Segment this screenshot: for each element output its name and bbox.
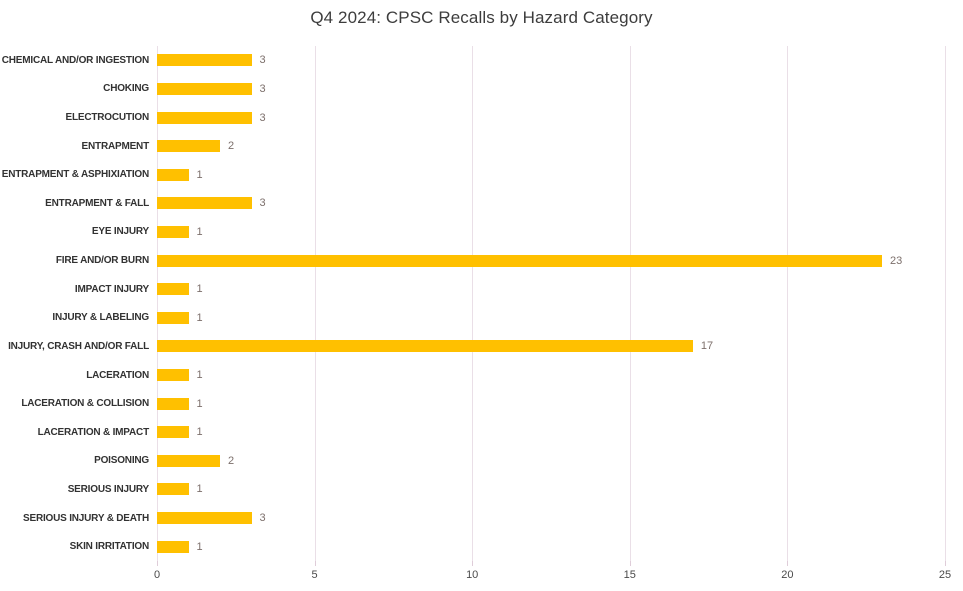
bar	[157, 483, 189, 496]
bar	[157, 82, 252, 95]
bar-rows: CHEMICAL AND/OR INGESTION 3 CHOKING 3 ELECTR…	[0, 46, 963, 561]
category-label: SERIOUS INJURY	[67, 483, 149, 495]
bar-row: INJURY, CRASH AND/OR FALL 17	[0, 332, 963, 361]
tick-mark	[629, 561, 631, 566]
bar-row: SERIOUS INJURY 1	[0, 475, 963, 504]
category-label: ENTRAPMENT & ASPHIXIATION	[1, 169, 149, 181]
value-label: 2	[228, 454, 235, 467]
bar-row: LACERATION & COLLISION 1	[0, 389, 963, 418]
x-axis: 0 5 10 15 20 25	[153, 561, 951, 589]
value-label: 3	[259, 111, 266, 124]
bar	[157, 512, 252, 525]
bar-row: SKIN IRRITATION 1	[0, 532, 963, 561]
bar	[157, 283, 189, 296]
value-label: 1	[196, 540, 203, 553]
bar-row: SERIOUS INJURY & DEATH 3	[0, 504, 963, 533]
bar-row: ENTRAPMENT 2	[0, 132, 963, 161]
value-label: 3	[259, 197, 266, 210]
bar-row: FIRE AND/OR BURN 23	[0, 246, 963, 275]
value-label: 2	[228, 140, 235, 153]
value-label: 17	[700, 340, 714, 353]
bar	[157, 426, 189, 439]
value-label: 23	[889, 254, 903, 267]
value-label: 3	[259, 512, 266, 525]
category-label: CHEMICAL AND/OR INGESTION	[1, 54, 149, 66]
bar	[157, 140, 221, 153]
value-label: 1	[196, 369, 203, 382]
category-label: ELECTROCUTION	[65, 112, 149, 124]
x-tick-label: 25	[938, 569, 952, 581]
category-label: SERIOUS INJURY & DEATH	[23, 512, 149, 524]
category-label: INJURY, CRASH AND/OR FALL	[8, 340, 149, 352]
chart-title: Q4 2024: CPSC Recalls by Hazard Category	[310, 8, 653, 27]
bar-row: EYE INJURY 1	[0, 218, 963, 247]
category-label: IMPACT INJURY	[74, 283, 149, 295]
x-tick-label: 10	[466, 569, 479, 581]
bar-row: ENTRAPMENT & FALL 3	[0, 189, 963, 218]
category-label: LACERATION	[86, 369, 149, 381]
value-label: 3	[259, 54, 266, 67]
category-label: LACERATION & IMPACT	[37, 426, 150, 438]
bar	[157, 168, 189, 181]
bar	[157, 225, 189, 238]
bar	[157, 397, 189, 410]
tick-mark	[157, 561, 158, 566]
x-tick-label: 20	[781, 569, 794, 581]
category-label: ENTRAPMENT & FALL	[45, 197, 149, 209]
x-tick-label: 5	[311, 569, 318, 581]
bar	[157, 540, 189, 553]
value-label: 3	[259, 82, 266, 95]
x-tick-label: 15	[623, 569, 636, 581]
category-label: POISONING	[94, 455, 149, 467]
bar-row: CHEMICAL AND/OR INGESTION 3	[0, 46, 963, 75]
value-label: 1	[196, 225, 203, 238]
bar	[157, 254, 882, 267]
bar-row: LACERATION 1	[0, 361, 963, 390]
value-label: 1	[196, 397, 203, 410]
tick-mark	[472, 561, 474, 566]
bar	[157, 369, 189, 382]
tick-mark	[787, 561, 789, 566]
bar-row: CHOKING 3	[0, 75, 963, 104]
bar	[157, 311, 189, 324]
category-label: EYE INJURY	[91, 226, 149, 238]
value-label: 1	[196, 168, 203, 181]
bar	[157, 454, 221, 467]
bar	[157, 111, 252, 124]
category-label: INJURY & LABELING	[52, 312, 149, 324]
value-label: 1	[196, 311, 203, 324]
bar-row: ENTRAPMENT & ASPHIXIATION 1	[0, 160, 963, 189]
category-label: FIRE AND/OR BURN	[55, 255, 149, 267]
tick-mark	[945, 561, 946, 566]
value-label: 1	[196, 426, 203, 439]
bar-row: POISONING 2	[0, 447, 963, 476]
bar-row: LACERATION & IMPACT 1	[0, 418, 963, 447]
bar	[157, 54, 252, 67]
value-label: 1	[196, 483, 203, 496]
bar	[157, 197, 252, 210]
category-label: LACERATION & COLLISION	[21, 398, 149, 410]
tick-mark	[314, 561, 316, 566]
category-label: ENTRAPMENT	[81, 140, 150, 152]
bar-row: IMPACT INJURY 1	[0, 275, 963, 304]
category-label: CHOKING	[103, 83, 149, 95]
value-label: 1	[196, 283, 203, 296]
bar	[157, 340, 693, 353]
bar-row: ELECTROCUTION 3	[0, 103, 963, 132]
category-label: SKIN IRRITATION	[69, 541, 150, 553]
x-tick-label: 0	[153, 569, 161, 581]
bar-row: INJURY & LABELING 1	[0, 304, 963, 333]
